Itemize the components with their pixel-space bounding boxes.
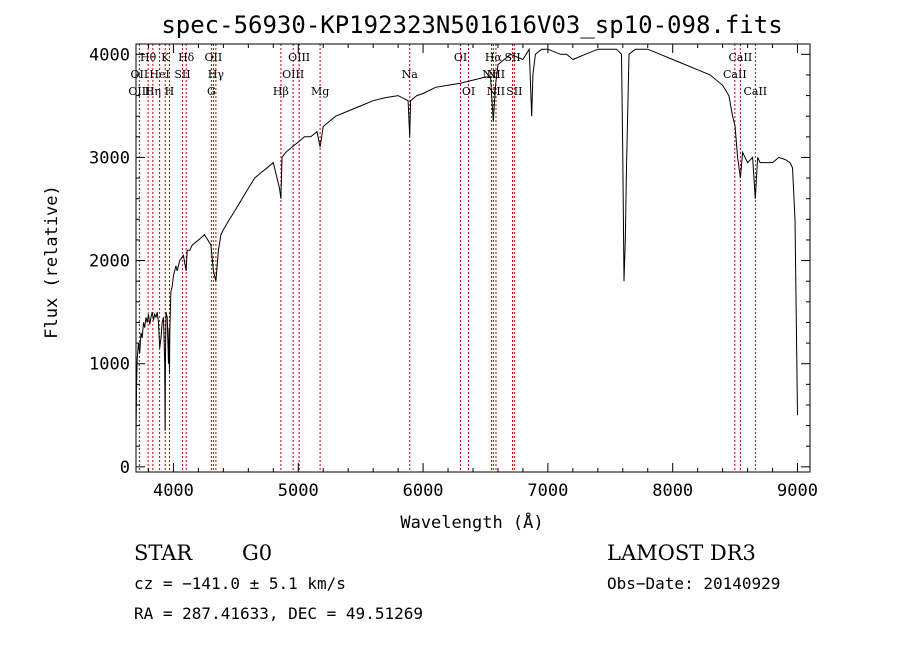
y-tick-label: 3000 xyxy=(89,148,130,168)
line-label: SII xyxy=(504,51,520,64)
obs-date: Obs−Date: 20140929 xyxy=(607,574,780,593)
line-label: OIII xyxy=(288,51,310,64)
line-label: SII xyxy=(174,68,190,81)
survey-name: LAMOST DR3 xyxy=(607,541,756,565)
line-label: OIII xyxy=(282,68,304,81)
line-label: K xyxy=(161,51,170,64)
line-label: HeI xyxy=(149,68,169,81)
cz-value: cz = −141.0 ± 5.1 km/s xyxy=(134,574,346,593)
line-label: Hθ xyxy=(140,51,157,64)
x-tick-label: 9000 xyxy=(777,481,818,501)
line-label: SII xyxy=(506,85,522,98)
y-tick-label: 1000 xyxy=(89,355,130,375)
x-axis-ticks: 4000 5000 6000 7000 8000 9000 xyxy=(147,44,818,501)
x-tick-label: 7000 xyxy=(527,481,568,501)
line-label: Hβ xyxy=(273,85,289,98)
coordinates: RA = 287.41633, DEC = 49.51269 xyxy=(134,604,423,623)
line-label: G xyxy=(207,85,216,98)
line-label: Hα xyxy=(485,51,503,64)
line-label: NII xyxy=(487,85,505,98)
subclass: G0 xyxy=(242,541,272,565)
line-label: Mg xyxy=(311,85,329,98)
spectrum-line xyxy=(135,47,798,436)
line-label: Hη xyxy=(145,85,161,98)
y-axis-ticks: 0 1000 2000 3000 4000 xyxy=(89,45,810,478)
x-axis-label: Wavelength (Å) xyxy=(400,511,543,533)
line-label: OI xyxy=(454,51,467,64)
chart-title: spec-56930-KP192323N501616V03_sp10-098.f… xyxy=(161,11,782,39)
object-class: STAR xyxy=(134,541,193,565)
line-label: CaII xyxy=(743,85,767,98)
x-tick-label: 6000 xyxy=(403,481,444,501)
y-tick-label: 0 xyxy=(120,458,130,478)
line-label: H xyxy=(165,85,175,98)
x-tick-label: 4000 xyxy=(153,481,194,501)
line-label: CaII xyxy=(729,51,753,64)
plot-frame xyxy=(135,43,811,473)
line-markers xyxy=(138,44,756,472)
y-axis-label: Flux (relative) xyxy=(42,185,62,339)
line-label: OI xyxy=(462,85,475,98)
line-label: Hδ xyxy=(178,51,195,64)
x-tick-label: 8000 xyxy=(652,481,693,501)
line-label: NII xyxy=(487,68,505,81)
line-label: OII xyxy=(205,51,223,64)
line-label: Na xyxy=(402,68,419,81)
x-tick-label: 5000 xyxy=(278,481,319,501)
y-tick-label: 4000 xyxy=(89,45,130,65)
line-label: OIII xyxy=(128,85,150,98)
line-label: Hγ xyxy=(208,68,225,81)
line-label: CaII xyxy=(723,68,747,81)
y-tick-label: 2000 xyxy=(89,252,130,272)
